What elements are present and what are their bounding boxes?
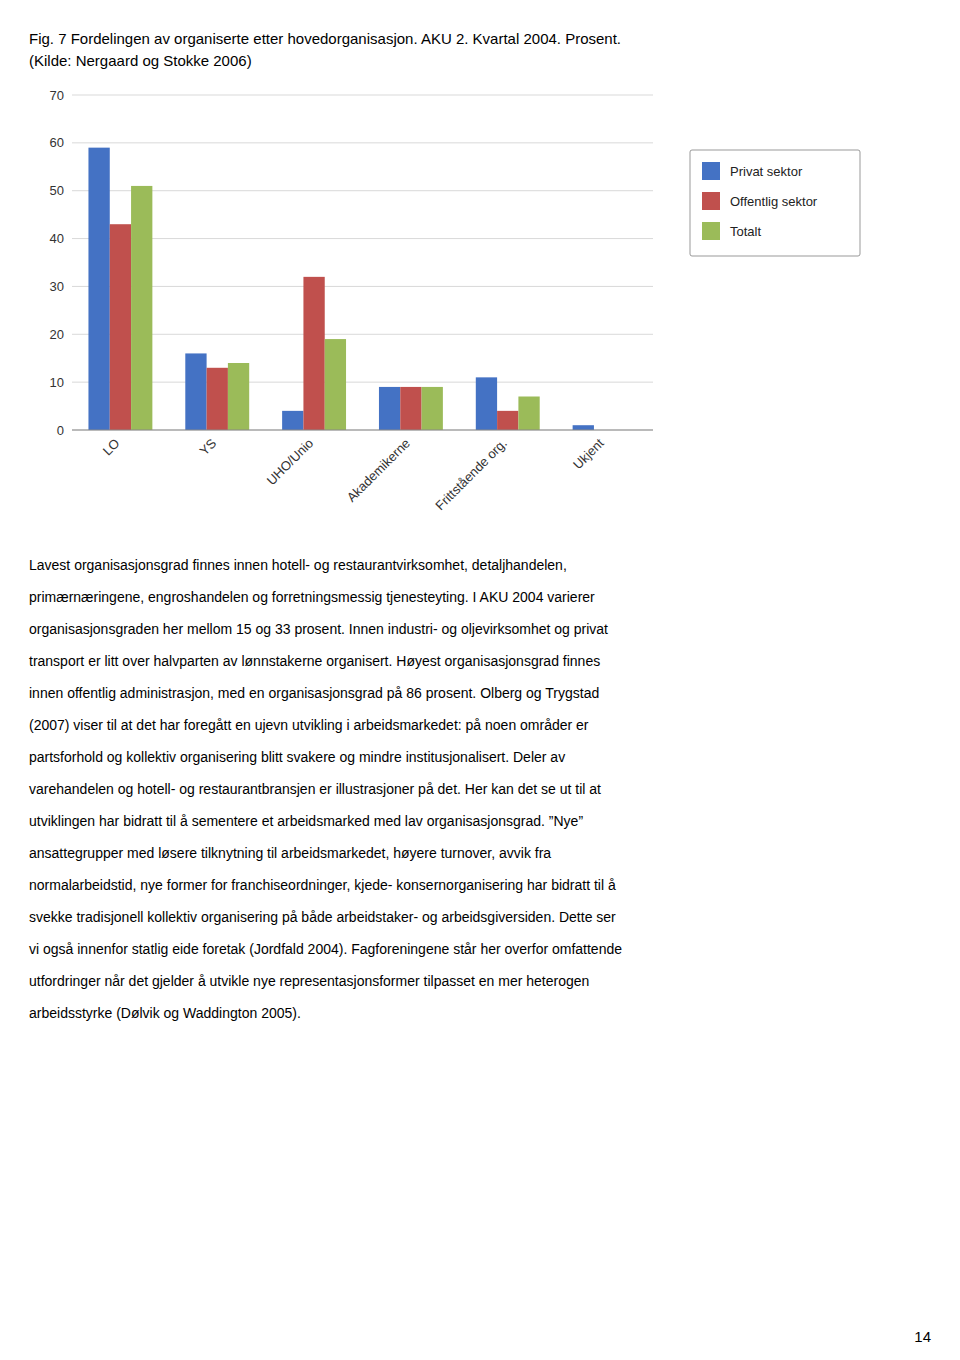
- bar: [379, 387, 400, 430]
- x-tick-label: LO: [100, 436, 123, 459]
- bar: [400, 387, 421, 430]
- body-line: utfordringer når det gjelder å utvikle n…: [29, 973, 589, 989]
- legend-label: Offentlig sektor: [730, 194, 818, 209]
- y-tick-label: 30: [50, 279, 64, 294]
- body-line: varehandelen og hotell- og restaurantbra…: [29, 781, 601, 797]
- grid-line: [72, 382, 653, 383]
- body-text: Lavest organisasjonsgrad finnes innen ho…: [29, 557, 622, 1021]
- y-tick-label: 0: [57, 423, 64, 438]
- body-line: normalarbeidstid, nye former for franchi…: [29, 877, 616, 893]
- x-tick-label: Akademikerne: [344, 436, 413, 505]
- bar: [325, 339, 346, 430]
- title: Fig. 7 Fordelingen av organiserte etter …: [29, 30, 621, 47]
- y-tick-label: 20: [50, 327, 64, 342]
- x-tick-label: YS: [197, 435, 220, 458]
- y-tick-label: 70: [50, 88, 64, 103]
- body-line: transport er litt over halvparten av løn…: [29, 653, 600, 669]
- bar: [110, 224, 131, 430]
- bar: [282, 411, 303, 430]
- bar: [131, 186, 152, 430]
- grid-line: [72, 95, 653, 96]
- body-line: svekke tradisjonell kollektiv organiseri…: [29, 909, 616, 925]
- page: Fig. 7 Fordelingen av organiserte etter …: [0, 0, 960, 1360]
- bar: [476, 377, 497, 430]
- bar: [497, 411, 518, 430]
- body-line: partsforhold og kollektiv organisering b…: [29, 749, 565, 765]
- legend: Privat sektor Offentlig sektor Totalt: [690, 150, 860, 256]
- y-tick-label: 40: [50, 231, 64, 246]
- body-line: organisasjonsgraden her mellom 15 og 33 …: [29, 621, 608, 637]
- x-tick-label: Ukjent: [570, 435, 607, 472]
- bar: [303, 277, 324, 430]
- chart: 0 10 20 30 40 50 60 70 LO YS UHO/Unio Akademikerne F…: [50, 88, 860, 514]
- x-tick-label: UHO/Unio: [264, 436, 317, 489]
- y-tick-label: 10: [50, 375, 64, 390]
- bar: [207, 368, 228, 430]
- subtitle: (Kilde: Nergaard og Stokke 2006): [29, 52, 252, 69]
- x-tick-label: Frittstående org.: [432, 436, 510, 514]
- x-axis-line: [72, 430, 653, 431]
- legend-swatch: [702, 192, 720, 210]
- grid-line: [72, 286, 653, 287]
- grid-line: [72, 334, 653, 335]
- legend-label: Privat sektor: [730, 164, 803, 179]
- legend-swatch: [702, 222, 720, 240]
- bar: [228, 363, 249, 430]
- body-line: ansattegrupper med løsere tilknytning ti…: [29, 845, 551, 861]
- grid-line: [72, 142, 653, 143]
- body-line: Lavest organisasjonsgrad finnes innen ho…: [29, 557, 567, 573]
- body-line: vi også innenfor statlig eide foretak (J…: [29, 941, 622, 957]
- grid: [72, 95, 653, 430]
- grid-line: [72, 190, 653, 191]
- body-line: innen offentlig administrasjon, med en o…: [29, 685, 599, 701]
- bar: [573, 425, 594, 430]
- legend-label: Totalt: [730, 224, 761, 239]
- bar: [185, 353, 206, 430]
- grid-line: [72, 430, 653, 431]
- bars: [88, 148, 593, 430]
- bar: [518, 397, 539, 431]
- page-number: 14: [914, 1328, 931, 1345]
- y-tick-label: 50: [50, 183, 64, 198]
- bar: [422, 387, 443, 430]
- body-line: (2007) viser til at det har foregått en …: [29, 717, 589, 733]
- grid-line: [72, 238, 653, 239]
- legend-swatch: [702, 162, 720, 180]
- bar: [88, 148, 109, 430]
- background: [0, 0, 960, 1360]
- y-tick-label: 60: [50, 135, 64, 150]
- legend-frame: [690, 150, 860, 256]
- body-line: primærnæringene, engroshandelen og forre…: [29, 589, 595, 605]
- body-line: arbeidsstyrke (Dølvik og Waddington 2005…: [29, 1005, 301, 1021]
- body-line: utviklingen har bidratt til å sementere …: [29, 813, 583, 829]
